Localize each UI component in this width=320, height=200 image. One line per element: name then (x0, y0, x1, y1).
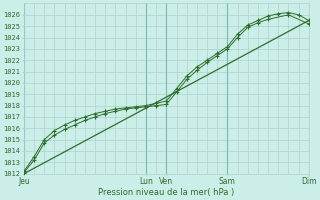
X-axis label: Pression niveau de la mer( hPa ): Pression niveau de la mer( hPa ) (98, 188, 235, 197)
